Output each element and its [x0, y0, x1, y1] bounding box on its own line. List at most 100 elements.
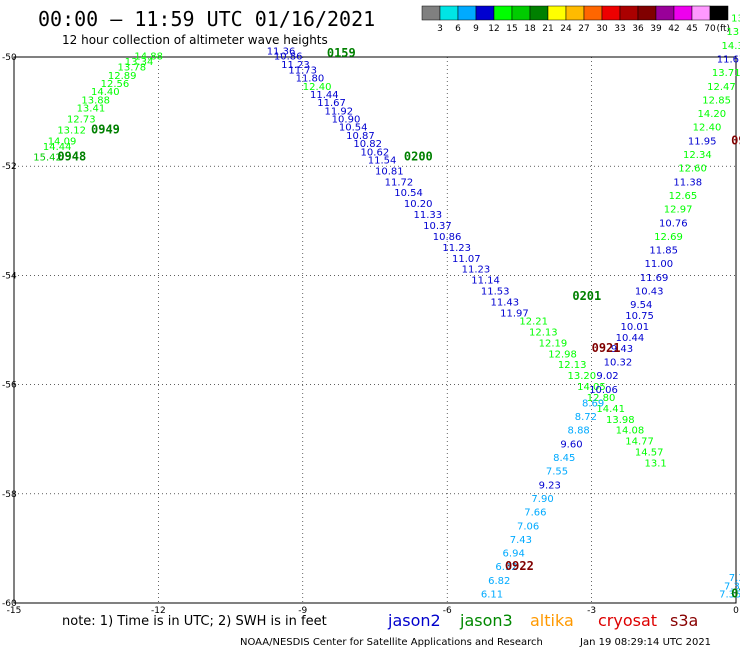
swh-data-label: 10.82 [353, 139, 382, 150]
swh-data-label: 11.92 [324, 106, 353, 117]
colorbar-tick: 18 [524, 24, 536, 34]
color-swatch [493, 5, 513, 21]
swh-data-label: 12.13 [558, 360, 587, 371]
swh-data-label: 6.82 [488, 576, 510, 587]
swh-data-label: 10.06 [589, 385, 618, 396]
swh-data-label: 12.65 [669, 191, 698, 202]
swh-data-label: 11.97 [500, 308, 529, 319]
mission-label: jason2 [387, 611, 441, 630]
swh-data-label: 9.60 [560, 439, 582, 450]
colorbar-tick: 12 [488, 24, 499, 34]
swh-data-label: 10.62 [361, 147, 390, 158]
swh-data-label: 7.55 [546, 467, 568, 478]
colorbar-tick: 33 [614, 24, 625, 34]
axis-ticks: -15 -12 -9 -6 -3 0 -50 -52 -54 -56 -58 -60 [2, 53, 739, 616]
swh-data-label: 13.1 [645, 459, 667, 470]
swh-data-label: 12.40 [693, 123, 722, 134]
timestamp-text: Jan 19 08:29:14 UTC 2021 [579, 637, 711, 648]
swh-data-label: 9.23 [539, 480, 561, 491]
swh-data-label: 11.00 [645, 259, 674, 270]
pass-time-label: 0159 [327, 46, 356, 60]
swh-data-label: 7.06 [517, 521, 539, 532]
swh-data-label: 12.13 [529, 327, 558, 338]
color-swatch [691, 5, 711, 21]
swh-data-label: 12.21 [519, 317, 548, 328]
swh-data-label: 11.23 [281, 60, 310, 71]
swh-data-label: 8.69 [582, 398, 604, 409]
swh-data-label: 10.81 [375, 166, 404, 177]
pass-time-labels: 0948 0949 0159 0200 0201 0921 0922 09 07 [57, 46, 740, 601]
x-tick-label: -9 [298, 606, 307, 616]
swh-data-label: 11.69 [640, 273, 669, 284]
colorbar-tick: 6 [455, 24, 461, 34]
swh-data-label: 14.20 [697, 109, 726, 120]
swh-data-label: 11.67 [717, 54, 740, 65]
swh-data-label: 10.54 [394, 188, 423, 199]
y-tick-label: -54 [2, 271, 17, 281]
mission-label: altika [530, 611, 574, 630]
x-tick-label: -3 [587, 606, 596, 616]
swh-data-label: 11.53 [481, 287, 510, 298]
colorbar-tick: 30 [596, 24, 608, 34]
color-swatch [457, 5, 477, 21]
swh-data-label: 10.37 [423, 221, 452, 232]
swh-data-label: 11.72 [385, 177, 414, 188]
swh-data-label: 11.38 [673, 177, 702, 188]
swh-data-label: 11.23 [462, 265, 491, 276]
swh-data-label: 13.88 [81, 95, 110, 106]
swh-data-label: 10.01 [620, 322, 649, 333]
swh-data-label: 14.44 [43, 142, 72, 153]
swh-data-label: 14.41 [596, 404, 625, 415]
swh-data-label: 10.87 [346, 131, 375, 142]
swh-data-label: 11.95 [688, 136, 717, 147]
swh-data-label: 14.05 [577, 382, 606, 393]
swh-data-label: 15.42 [33, 153, 62, 164]
mission-label: cryosat [598, 611, 657, 630]
swh-data-label: 7.35 [719, 590, 740, 601]
grid-lines [14, 57, 736, 603]
swh-data-label: 8.45 [553, 453, 575, 464]
color-swatch [547, 5, 567, 21]
pass-time-label: 0948 [57, 150, 86, 164]
chart-subtitle: 12 hour collection of altimeter wave hei… [62, 33, 328, 47]
swh-data-label: 14.57 [635, 448, 664, 459]
swh-data-label: 9.02 [596, 371, 618, 382]
x-tick-label: -12 [151, 606, 166, 616]
pass-time-label: 0922 [505, 559, 534, 573]
color-swatch [673, 5, 693, 21]
swh-data-label: 7.43 [510, 535, 532, 546]
swh-data-label: 10.32 [604, 357, 633, 368]
pass-time-label: 0200 [404, 150, 433, 164]
x-tick-label: -6 [443, 606, 452, 616]
swh-data-label: 13 [731, 14, 740, 25]
chart-title: 00:00 — 11:59 UTC 01/16/2021 [38, 7, 375, 31]
y-tick-label: -52 [2, 162, 17, 172]
swh-data-label: 12.19 [539, 338, 568, 349]
swh-data-label: 11.14 [471, 276, 500, 287]
wave-height-points: 15.4214.4414.0913.1212.7313.4113.8814.40… [33, 14, 740, 601]
swh-data-label: 10.90 [332, 115, 361, 126]
color-swatch [421, 5, 441, 21]
swh-data-label: 14.39 [722, 41, 740, 52]
y-tick-label: -60 [2, 599, 17, 609]
swh-data-label: 11.44 [310, 90, 339, 101]
color-swatch [655, 5, 675, 21]
swh-data-label: 11.33 [414, 210, 443, 221]
color-swatch [439, 5, 459, 21]
swh-data-label: 10.86 [433, 232, 462, 243]
pass-time-label: 07 [731, 587, 740, 601]
x-tick-label: -15 [7, 606, 22, 616]
swh-data-label: 11.67 [317, 98, 346, 109]
color-swatch [709, 5, 729, 21]
swh-data-label: 12.85 [702, 95, 731, 106]
colorbar-tick: 70 [704, 24, 716, 34]
swh-data-label: 10.54 [339, 123, 368, 134]
swh-data-label: 10.76 [659, 218, 688, 229]
pass-time-label: 09 [731, 133, 740, 147]
swh-data-label: 7.35 [724, 581, 740, 592]
swh-data-label: 12.60 [678, 164, 707, 175]
swh-data-label: 11.43 [491, 297, 520, 308]
swh-data-label: 8.88 [568, 426, 590, 437]
swh-data-label: 13.4 [726, 27, 740, 38]
swh-data-label: 12.56 [101, 79, 130, 90]
